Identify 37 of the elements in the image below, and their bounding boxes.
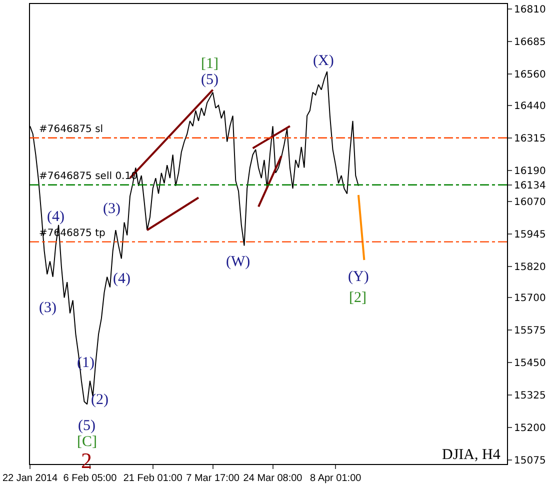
x-tick-label: 6 Feb 05:00 [63, 473, 118, 484]
y-tick-label: 16315 [514, 133, 546, 144]
x-tick-label: 7 Mar 17:00 [186, 473, 240, 484]
y-tick-label: 16560 [514, 70, 546, 81]
annotation: [C] [77, 434, 97, 450]
y-tick-label: 15945 [514, 230, 546, 240]
y-tick-label: 16810 [514, 4, 546, 16]
annotation: (3) [39, 300, 56, 316]
x-tick-label: 21 Feb 01:00 [123, 473, 183, 484]
x-tick-label: 22 Jan 2014 [2, 473, 58, 484]
ref-line-label: #7646875 sl [39, 124, 104, 135]
y-tick-label: 15325 [514, 390, 546, 402]
x-tick-label: 24 Mar 08:00 [243, 473, 303, 484]
y-tick-label: 15075 [514, 456, 546, 467]
annotation: (5) [201, 72, 218, 88]
y-tick-label: 16440 [514, 100, 546, 112]
y-tick-label: 16134 [514, 180, 546, 192]
annotation: (4) [113, 271, 130, 287]
annotation: [1] [201, 56, 218, 72]
annotation: (4) [47, 209, 64, 225]
annotation: (3) [103, 201, 120, 217]
annotation: (5) [78, 418, 96, 434]
annotation: (W) [226, 254, 250, 270]
annotation: [2] [349, 290, 366, 306]
y-tick-label: 16070 [514, 197, 546, 208]
y-tick-label: 15200 [514, 423, 546, 434]
annotation: (X) [313, 53, 334, 69]
y-tick-label: 15700 [514, 293, 546, 304]
annotation: DJIA, H4 [442, 447, 501, 463]
y-tick-label: 16685 [514, 37, 546, 48]
y-tick-label: 15820 [514, 262, 546, 273]
y-tick-label: 16190 [514, 166, 546, 177]
y-tick-label: 15575 [514, 326, 546, 337]
y-tick-label: 15450 [514, 358, 546, 370]
x-tick-label: 8 Apr 01:00 [310, 473, 362, 484]
annotation: (2) [91, 392, 108, 408]
annotation: (Y) [348, 269, 369, 285]
